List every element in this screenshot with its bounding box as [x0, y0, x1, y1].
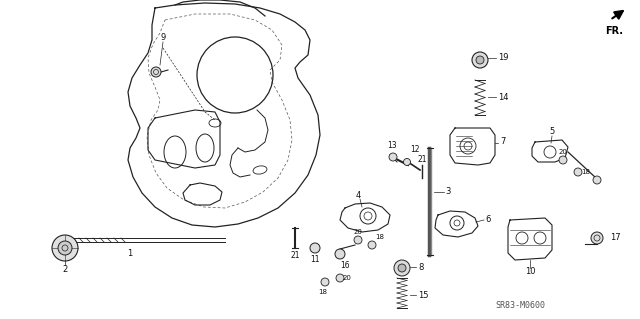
Circle shape	[476, 56, 484, 64]
Text: SR83-M0600: SR83-M0600	[495, 300, 545, 309]
Circle shape	[593, 176, 601, 184]
Text: 20: 20	[353, 229, 362, 235]
Circle shape	[368, 241, 376, 249]
Text: 18: 18	[582, 169, 591, 175]
Circle shape	[559, 156, 567, 164]
Text: 18: 18	[319, 289, 328, 295]
Text: 10: 10	[525, 268, 535, 277]
Circle shape	[472, 52, 488, 68]
Text: 12: 12	[410, 145, 420, 154]
Text: 11: 11	[310, 256, 320, 264]
Circle shape	[591, 232, 603, 244]
Circle shape	[335, 249, 345, 259]
Text: 3: 3	[445, 188, 451, 197]
Text: 5: 5	[549, 128, 555, 137]
Circle shape	[321, 278, 329, 286]
Circle shape	[398, 264, 406, 272]
Circle shape	[389, 153, 397, 161]
Text: 16: 16	[340, 261, 350, 270]
Text: 8: 8	[418, 263, 424, 271]
Text: 21: 21	[291, 251, 300, 261]
Text: 9: 9	[161, 33, 166, 42]
Text: 6: 6	[485, 216, 491, 225]
Circle shape	[310, 243, 320, 253]
Text: 2: 2	[62, 265, 68, 275]
Text: 4: 4	[355, 191, 360, 201]
Circle shape	[574, 168, 582, 176]
Circle shape	[151, 67, 161, 77]
Circle shape	[394, 260, 410, 276]
Circle shape	[354, 236, 362, 244]
Text: 15: 15	[418, 291, 429, 300]
Text: 18: 18	[376, 234, 385, 240]
Text: 14: 14	[498, 93, 509, 101]
Circle shape	[336, 274, 344, 282]
Text: 20: 20	[342, 275, 351, 281]
Text: 20: 20	[559, 149, 568, 155]
Circle shape	[52, 235, 78, 261]
Text: 19: 19	[498, 54, 509, 63]
Text: 7: 7	[500, 137, 506, 146]
Text: FR.: FR.	[605, 26, 623, 36]
Circle shape	[58, 241, 72, 255]
Text: 13: 13	[387, 142, 397, 151]
Text: 17: 17	[610, 234, 621, 242]
Text: 21: 21	[417, 155, 427, 165]
Text: 1: 1	[127, 249, 132, 257]
Circle shape	[403, 159, 410, 166]
